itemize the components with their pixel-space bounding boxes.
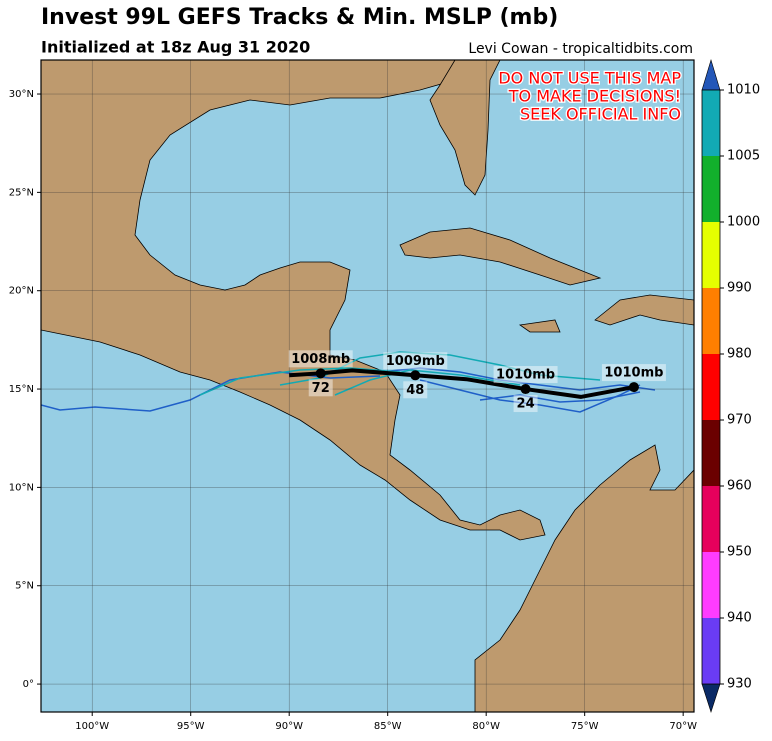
colorbar-label: 990 [727,281,752,296]
hour-label: 48 [406,383,424,398]
colorbar-segment [702,156,720,222]
label-box [601,364,666,382]
colorbar-frame [701,89,721,685]
colorbar-label: 1005 [727,149,760,164]
y-tick-label: 10°N [9,482,34,493]
pressure-label: 1009mb [386,354,445,369]
warning-line: DO NOT USE THIS MAP [498,69,681,88]
map-frame [40,59,695,713]
x-tick-label: 95°W [177,721,205,732]
colorbar-label: 1000 [727,215,760,230]
land-cuba [399,227,602,286]
colorbar-segment [702,618,720,684]
map-subtitle: Initialized at 18z Aug 31 2020 [41,38,310,57]
map-title: Invest 99L GEFS Tracks & Min. MSLP (mb) [41,5,558,30]
y-tick-label: 20°N [9,286,34,297]
ensemble-track [479,391,641,403]
x-tick-label: 80°W [472,721,500,732]
track-point [410,370,421,381]
x-tick-label: 85°W [374,721,402,732]
ensemble-track [334,369,521,396]
colorbar-label: 960 [727,479,752,494]
x-tick-label: 100°W [75,721,109,732]
label-box [288,350,353,368]
x-tick-label: 75°W [571,721,599,732]
colorbar-segment [702,486,720,552]
track-point [628,382,639,393]
label-box [513,395,538,413]
y-tick-label: 0° [23,679,34,690]
x-tick-label: 70°W [669,721,697,732]
colorbar-label: 1010 [727,83,760,98]
land-mexico-central-america [41,60,546,541]
colorbar-label: 940 [727,611,752,626]
hour-label: 24 [517,397,535,412]
label-box [403,381,428,399]
hour-label: 72 [312,381,330,396]
label-box [308,379,333,397]
pressure-label: 1008mb [291,352,350,367]
land-hispaniola [594,294,694,326]
colorbar-segment [702,222,720,288]
colorbar-label: 930 [727,677,752,692]
colorbar-label: 950 [727,545,752,560]
colorbar-segment [702,420,720,486]
y-tick-label: 25°N [9,187,34,198]
y-tick-label: 15°N [9,384,34,395]
track-point [315,368,326,379]
label-box [493,366,558,384]
colorbar-extend-top [701,58,721,91]
ensemble-track [419,379,641,413]
credit: Levi Cowan - tropicaltidbits.com [468,41,693,57]
mean-track [289,368,635,399]
pressure-label: 1010mb [604,366,663,381]
land-jamaica [518,319,561,333]
warning-line: TO MAKE DECISIONS! [508,87,681,106]
colorbar-segment [702,552,720,618]
ensemble-track [41,371,381,412]
x-tick-label: 90°W [275,721,303,732]
colorbar-label: 970 [727,413,752,428]
colorbar-segment [702,354,720,420]
y-tick-label: 5°N [15,581,34,592]
map-area: 1008mb 72 1009mb 48 1010mb 24 1010mb [41,60,694,712]
colorbar-extend-bottom [701,683,721,713]
colorbar: 930 940 950 960 970 980 990 1000 1005 1010 [701,58,760,713]
colorbar-label: 980 [727,347,752,362]
label-box [383,352,448,370]
track-point [520,384,531,395]
land-florida [429,60,501,196]
colorbar-segment [702,90,720,156]
ensemble-track [199,367,401,396]
colorbar-segment [702,288,720,354]
y-tick-label: 30°N [9,89,34,100]
pressure-label: 1010mb [496,368,555,383]
warning-line: SEEK OFFICIAL INFO [520,105,681,124]
